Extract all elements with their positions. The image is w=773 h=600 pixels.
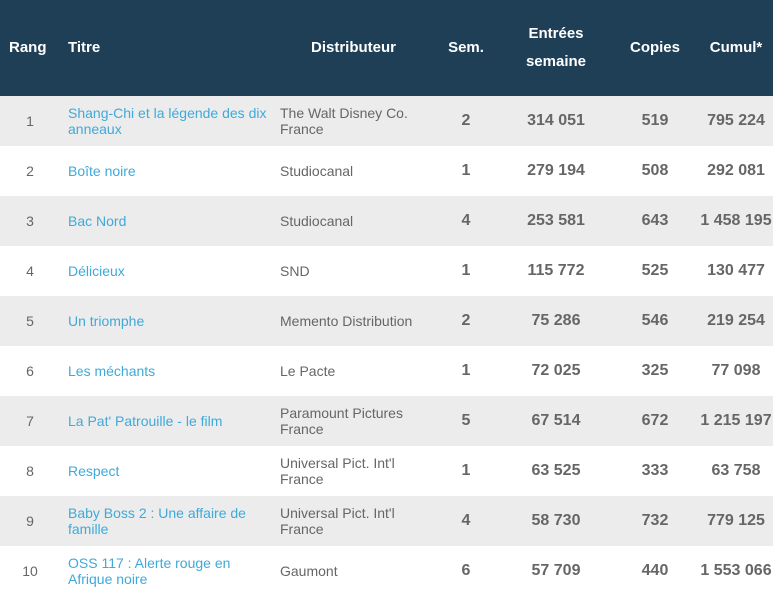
header-rang: Rang [9,39,47,56]
film-title-link[interactable]: OSS 117 : Alerte rouge en Afrique noire [68,555,231,587]
cell-distributeur: Gaumont [280,563,338,579]
header-distributeur: Distributeur [310,39,396,56]
cell-copies: 525 [641,262,669,279]
cell-cumul: 1 215 197 [700,412,772,429]
cell-rang: 4 [26,263,34,279]
table-body: 1 Shang-Chi et la légende des dix anneau… [0,96,773,596]
cell-cumul: 795 224 [707,112,765,129]
cell-entrees: 253 581 [527,212,585,229]
cell-copies: 732 [641,512,669,529]
cell-copies: 508 [641,162,669,179]
table-row: 10 OSS 117 : Alerte rouge en Afrique noi… [0,546,773,596]
header-cumul: Cumul* [709,39,763,56]
table-row: 2 Boîte noire Studiocanal 1 279 194 508 … [0,146,773,196]
cell-copies: 546 [641,312,669,329]
cell-semaine: 1 [461,362,471,379]
cell-entrees: 63 525 [531,462,581,479]
table-row: 4 Délicieux SND 1 115 772 525 130 477 [0,246,773,296]
cell-rang: 6 [26,363,34,379]
cell-entrees: 57 709 [531,562,581,579]
cell-distributeur: The Walt Disney Co. France [280,105,408,137]
cell-entrees: 279 194 [527,162,585,179]
table-row: 5 Un triomphe Memento Distribution 2 75 … [0,296,773,346]
header-entrees-line2: semaine [525,53,587,70]
film-title-link[interactable]: Boîte noire [68,163,136,179]
cell-cumul: 130 477 [707,262,765,279]
cell-rang: 2 [26,163,34,179]
cell-rang: 5 [26,313,34,329]
cell-entrees: 115 772 [527,262,585,279]
cell-semaine: 5 [461,412,471,429]
table-row: 3 Bac Nord Studiocanal 4 253 581 643 1 4… [0,196,773,246]
cell-distributeur: Universal Pict. Int'l France [280,505,395,537]
cell-cumul: 779 125 [707,512,765,529]
film-title-link[interactable]: Bac Nord [68,213,127,229]
cell-cumul: 1 553 066 [700,562,772,579]
cell-distributeur: SND [280,263,310,279]
cell-semaine: 4 [461,212,471,229]
film-title-link[interactable]: Les méchants [68,363,156,379]
cell-copies: 643 [641,212,669,229]
cell-copies: 333 [641,462,669,479]
cell-cumul: 63 758 [711,462,761,479]
cell-semaine: 4 [461,512,471,529]
film-title-link[interactable]: La Pat' Patrouille - le film [68,413,223,429]
cell-semaine: 6 [461,562,471,579]
table-row: 9 Baby Boss 2 : Une affaire de famille U… [0,496,773,546]
cell-rang: 7 [26,413,34,429]
film-title-link[interactable]: Shang-Chi et la légende des dix anneaux [68,105,267,137]
cell-rang: 3 [26,213,34,229]
cell-rang: 10 [22,563,38,579]
cell-rang: 1 [26,113,34,129]
cell-cumul: 292 081 [707,162,765,179]
cell-distributeur: Memento Distribution [280,313,413,329]
table-header: Rang Titre Distributeur Sem. Entrées sem… [0,0,773,96]
cell-entrees: 67 514 [531,412,581,429]
cell-copies: 440 [641,562,669,579]
cell-entrees: 72 025 [531,362,581,379]
cell-rang: 8 [26,463,34,479]
header-row: Rang Titre Distributeur Sem. Entrées sem… [0,0,773,96]
cell-entrees: 314 051 [527,112,585,129]
film-title-link[interactable]: Un triomphe [68,313,145,329]
film-title-link[interactable]: Respect [68,463,120,479]
cell-copies: 519 [641,112,669,129]
table-row: 6 Les méchants Le Pacte 1 72 025 325 77 … [0,346,773,396]
film-title-link[interactable]: Baby Boss 2 : Une affaire de famille [68,505,246,537]
header-titre: Titre [68,39,101,56]
table-row: 8 Respect Universal Pict. Int'l France 1… [0,446,773,496]
cell-entrees: 58 730 [531,512,581,529]
cell-copies: 672 [641,412,669,429]
cell-cumul: 219 254 [707,312,765,329]
table-row: 7 La Pat' Patrouille - le film Paramount… [0,396,773,446]
cell-semaine: 1 [461,162,471,179]
cell-cumul: 77 098 [711,362,761,379]
cell-rang: 9 [26,513,34,529]
cell-distributeur: Universal Pict. Int'l France [280,455,395,487]
cell-semaine: 1 [461,262,471,279]
header-semaine: Sem. [448,39,484,56]
cell-entrees: 75 286 [531,312,581,329]
cell-semaine: 1 [461,462,471,479]
cell-distributeur: Le Pacte [280,363,336,379]
cell-semaine: 2 [461,112,471,129]
header-copies: Copies [629,39,680,56]
cell-distributeur: Studiocanal [280,163,354,179]
cell-distributeur: Studiocanal [280,213,354,229]
header-entrees-line1: Entrées [528,25,584,42]
cell-copies: 325 [641,362,669,379]
cell-distributeur: Paramount Pictures France [280,405,403,437]
cell-semaine: 2 [461,312,471,329]
table-row: 1 Shang-Chi et la légende des dix anneau… [0,96,773,146]
header-entrees: Entrées semaine [501,0,611,96]
cell-cumul: 1 458 195 [700,212,772,229]
film-title-link[interactable]: Délicieux [68,263,125,279]
